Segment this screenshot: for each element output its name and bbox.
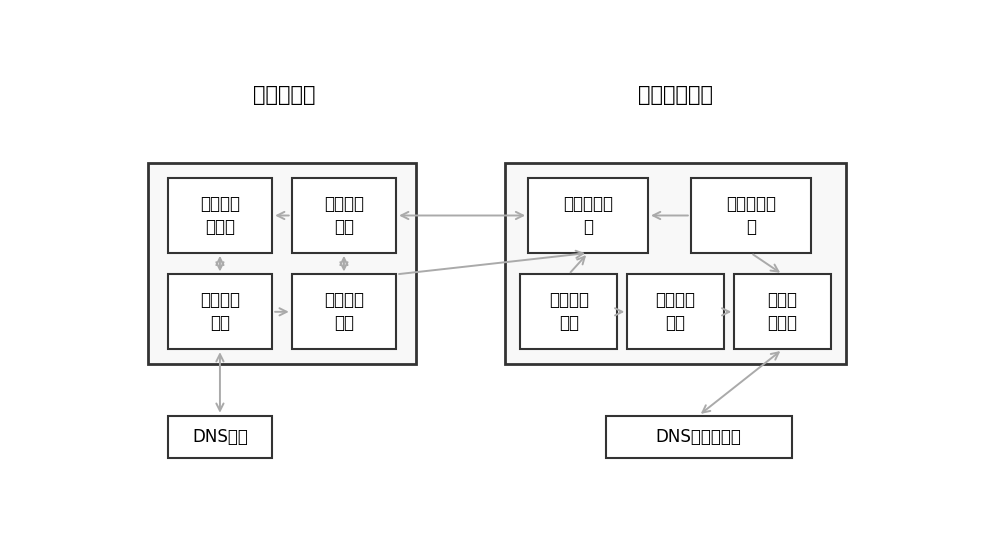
FancyBboxPatch shape — [520, 274, 617, 349]
FancyBboxPatch shape — [606, 416, 792, 459]
FancyBboxPatch shape — [528, 178, 648, 253]
Text: 数据收
集模块: 数据收 集模块 — [768, 291, 798, 332]
Text: 用户端模块: 用户端模块 — [253, 85, 315, 105]
Text: 任务调度模
块: 任务调度模 块 — [726, 195, 776, 236]
Text: 加密通信模
块: 加密通信模 块 — [563, 195, 613, 236]
FancyBboxPatch shape — [168, 178, 272, 253]
FancyBboxPatch shape — [734, 274, 831, 349]
Text: 服务器端模块: 服务器端模块 — [638, 85, 713, 105]
FancyBboxPatch shape — [691, 178, 811, 253]
FancyBboxPatch shape — [505, 163, 846, 364]
FancyBboxPatch shape — [148, 163, 416, 364]
FancyBboxPatch shape — [292, 274, 396, 349]
Text: 可更新数
据模块: 可更新数 据模块 — [200, 195, 240, 236]
Text: 数据处理
模块: 数据处理 模块 — [656, 291, 696, 332]
Text: 固定数据
模块: 固定数据 模块 — [200, 291, 240, 332]
Text: 更新策略
模块: 更新策略 模块 — [324, 291, 364, 332]
FancyBboxPatch shape — [627, 274, 724, 349]
Text: 加密通信
模块: 加密通信 模块 — [324, 195, 364, 236]
FancyBboxPatch shape — [292, 178, 396, 253]
Text: 数据下发
模块: 数据下发 模块 — [549, 291, 589, 332]
Text: DNS请求: DNS请求 — [192, 428, 248, 446]
Text: DNS可靠数据源: DNS可靠数据源 — [656, 428, 741, 446]
FancyBboxPatch shape — [168, 416, 272, 459]
FancyBboxPatch shape — [168, 274, 272, 349]
